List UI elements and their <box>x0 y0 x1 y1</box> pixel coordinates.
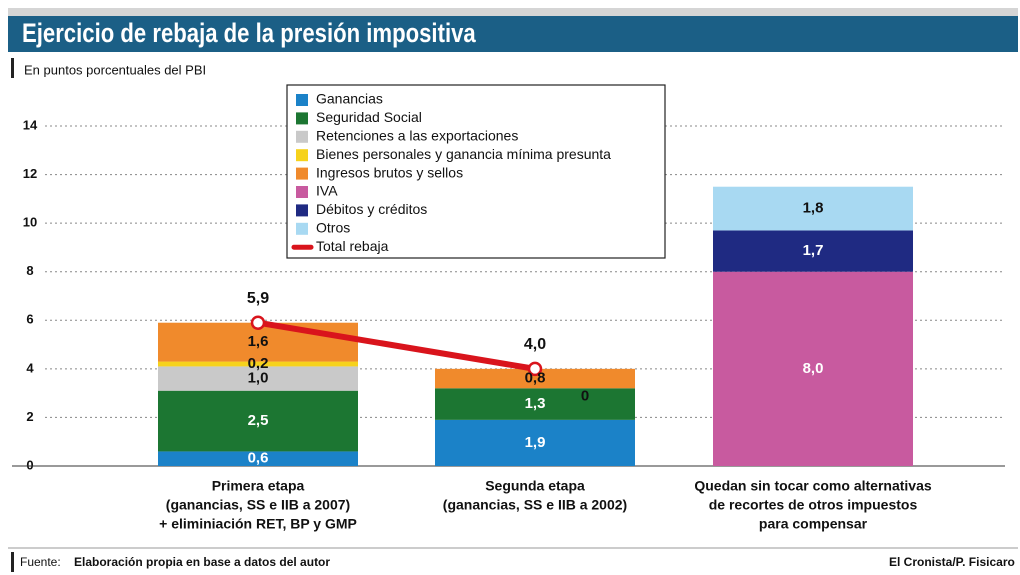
bar-segment <box>435 388 635 420</box>
bar-segment <box>158 361 358 367</box>
legend-swatch <box>296 222 308 235</box>
y-tick-label: 12 <box>23 166 37 181</box>
y-tick-label: 4 <box>26 360 34 375</box>
legend-swatch <box>296 204 308 217</box>
bar-segment <box>435 368 635 389</box>
legend-swatch <box>296 167 308 180</box>
y-tick-label: 6 <box>26 312 33 327</box>
y-tick-label: 10 <box>23 215 37 230</box>
source-label: Fuente: <box>20 555 61 569</box>
legend-swatch <box>296 112 308 125</box>
y-tick-label: 8 <box>26 263 33 278</box>
value-label: 1,0 <box>248 370 269 387</box>
line-series <box>255 319 538 372</box>
x-tick-label: para compensar <box>759 516 868 532</box>
chart-subtitle: En puntos porcentuales del PBI <box>24 62 206 77</box>
legend-label: Ganancias <box>316 91 383 107</box>
legend-label: Bienes personales y ganancia mínima pres… <box>316 146 611 162</box>
value-label: 2,5 <box>248 412 269 429</box>
legend-swatch <box>296 149 308 162</box>
bar-segment <box>713 186 913 231</box>
footer-marker <box>11 552 14 572</box>
value-label: 1,6 <box>248 333 269 350</box>
y-tick-label: 0 <box>26 457 33 472</box>
line-value-label: 4,0 <box>524 336 546 353</box>
x-tick-label: + eliminiación RET, BP y GMP <box>159 516 357 532</box>
value-label: 0,2 <box>248 355 269 372</box>
y-tick-label: 14 <box>23 117 38 132</box>
value-label: 1,3 <box>525 395 546 412</box>
value-label: 8,0 <box>803 360 824 377</box>
x-tick-label: de recortes de otros impuestos <box>709 497 918 513</box>
legend-label: Total rebaja <box>316 238 389 254</box>
x-tick-label: (ganancias, SS e IIB a 2007) <box>166 497 350 513</box>
legend-label: Débitos y créditos <box>316 201 427 217</box>
legend-box <box>286 84 666 259</box>
legend-swatch <box>296 186 308 198</box>
legend-swatch <box>296 130 308 143</box>
legend-swatch <box>296 94 308 106</box>
bar-segment <box>158 390 358 452</box>
chart-title: Ejercicio de rebaja de la presión imposi… <box>22 19 476 49</box>
value-label: 1,9 <box>525 434 546 451</box>
legend-label: Retenciones a las exportaciones <box>316 128 518 144</box>
bar-segment <box>713 271 913 466</box>
line-point <box>250 315 266 330</box>
legend-label: Seguridad Social <box>316 109 422 125</box>
x-tick-label: Quedan sin tocar como alternativas <box>694 478 932 494</box>
x-tick-label: (ganancias, SS e IIB a 2002) <box>443 497 627 513</box>
bar-segment <box>713 230 913 272</box>
value-label: 1,8 <box>803 200 824 217</box>
legend-label: IVA <box>316 183 338 199</box>
legend-label: Otros <box>316 220 350 236</box>
x-tick-label: Primera etapa <box>212 478 305 494</box>
bar-segment <box>158 451 358 466</box>
line-value-label: 5,9 <box>247 290 269 307</box>
bar-segment <box>435 419 635 466</box>
subtitle-marker <box>11 58 14 78</box>
value-label: 0,8 <box>525 370 546 387</box>
line-point <box>527 361 543 377</box>
bar-segment <box>158 366 358 391</box>
x-tick-label: Segunda etapa <box>485 478 585 494</box>
value-label: 1,7 <box>803 242 824 259</box>
title-bar <box>8 16 1018 52</box>
value-label: 0 <box>581 387 589 404</box>
top-strip <box>8 8 1018 16</box>
value-label: 0,6 <box>248 450 269 467</box>
y-tick-label: 2 <box>26 409 33 424</box>
source: Elaboración propia en base a datos del a… <box>74 555 330 569</box>
credit: El Cronista/P. Fisicaro <box>889 555 1015 569</box>
legend-label: Ingresos brutos y sellos <box>316 164 463 180</box>
